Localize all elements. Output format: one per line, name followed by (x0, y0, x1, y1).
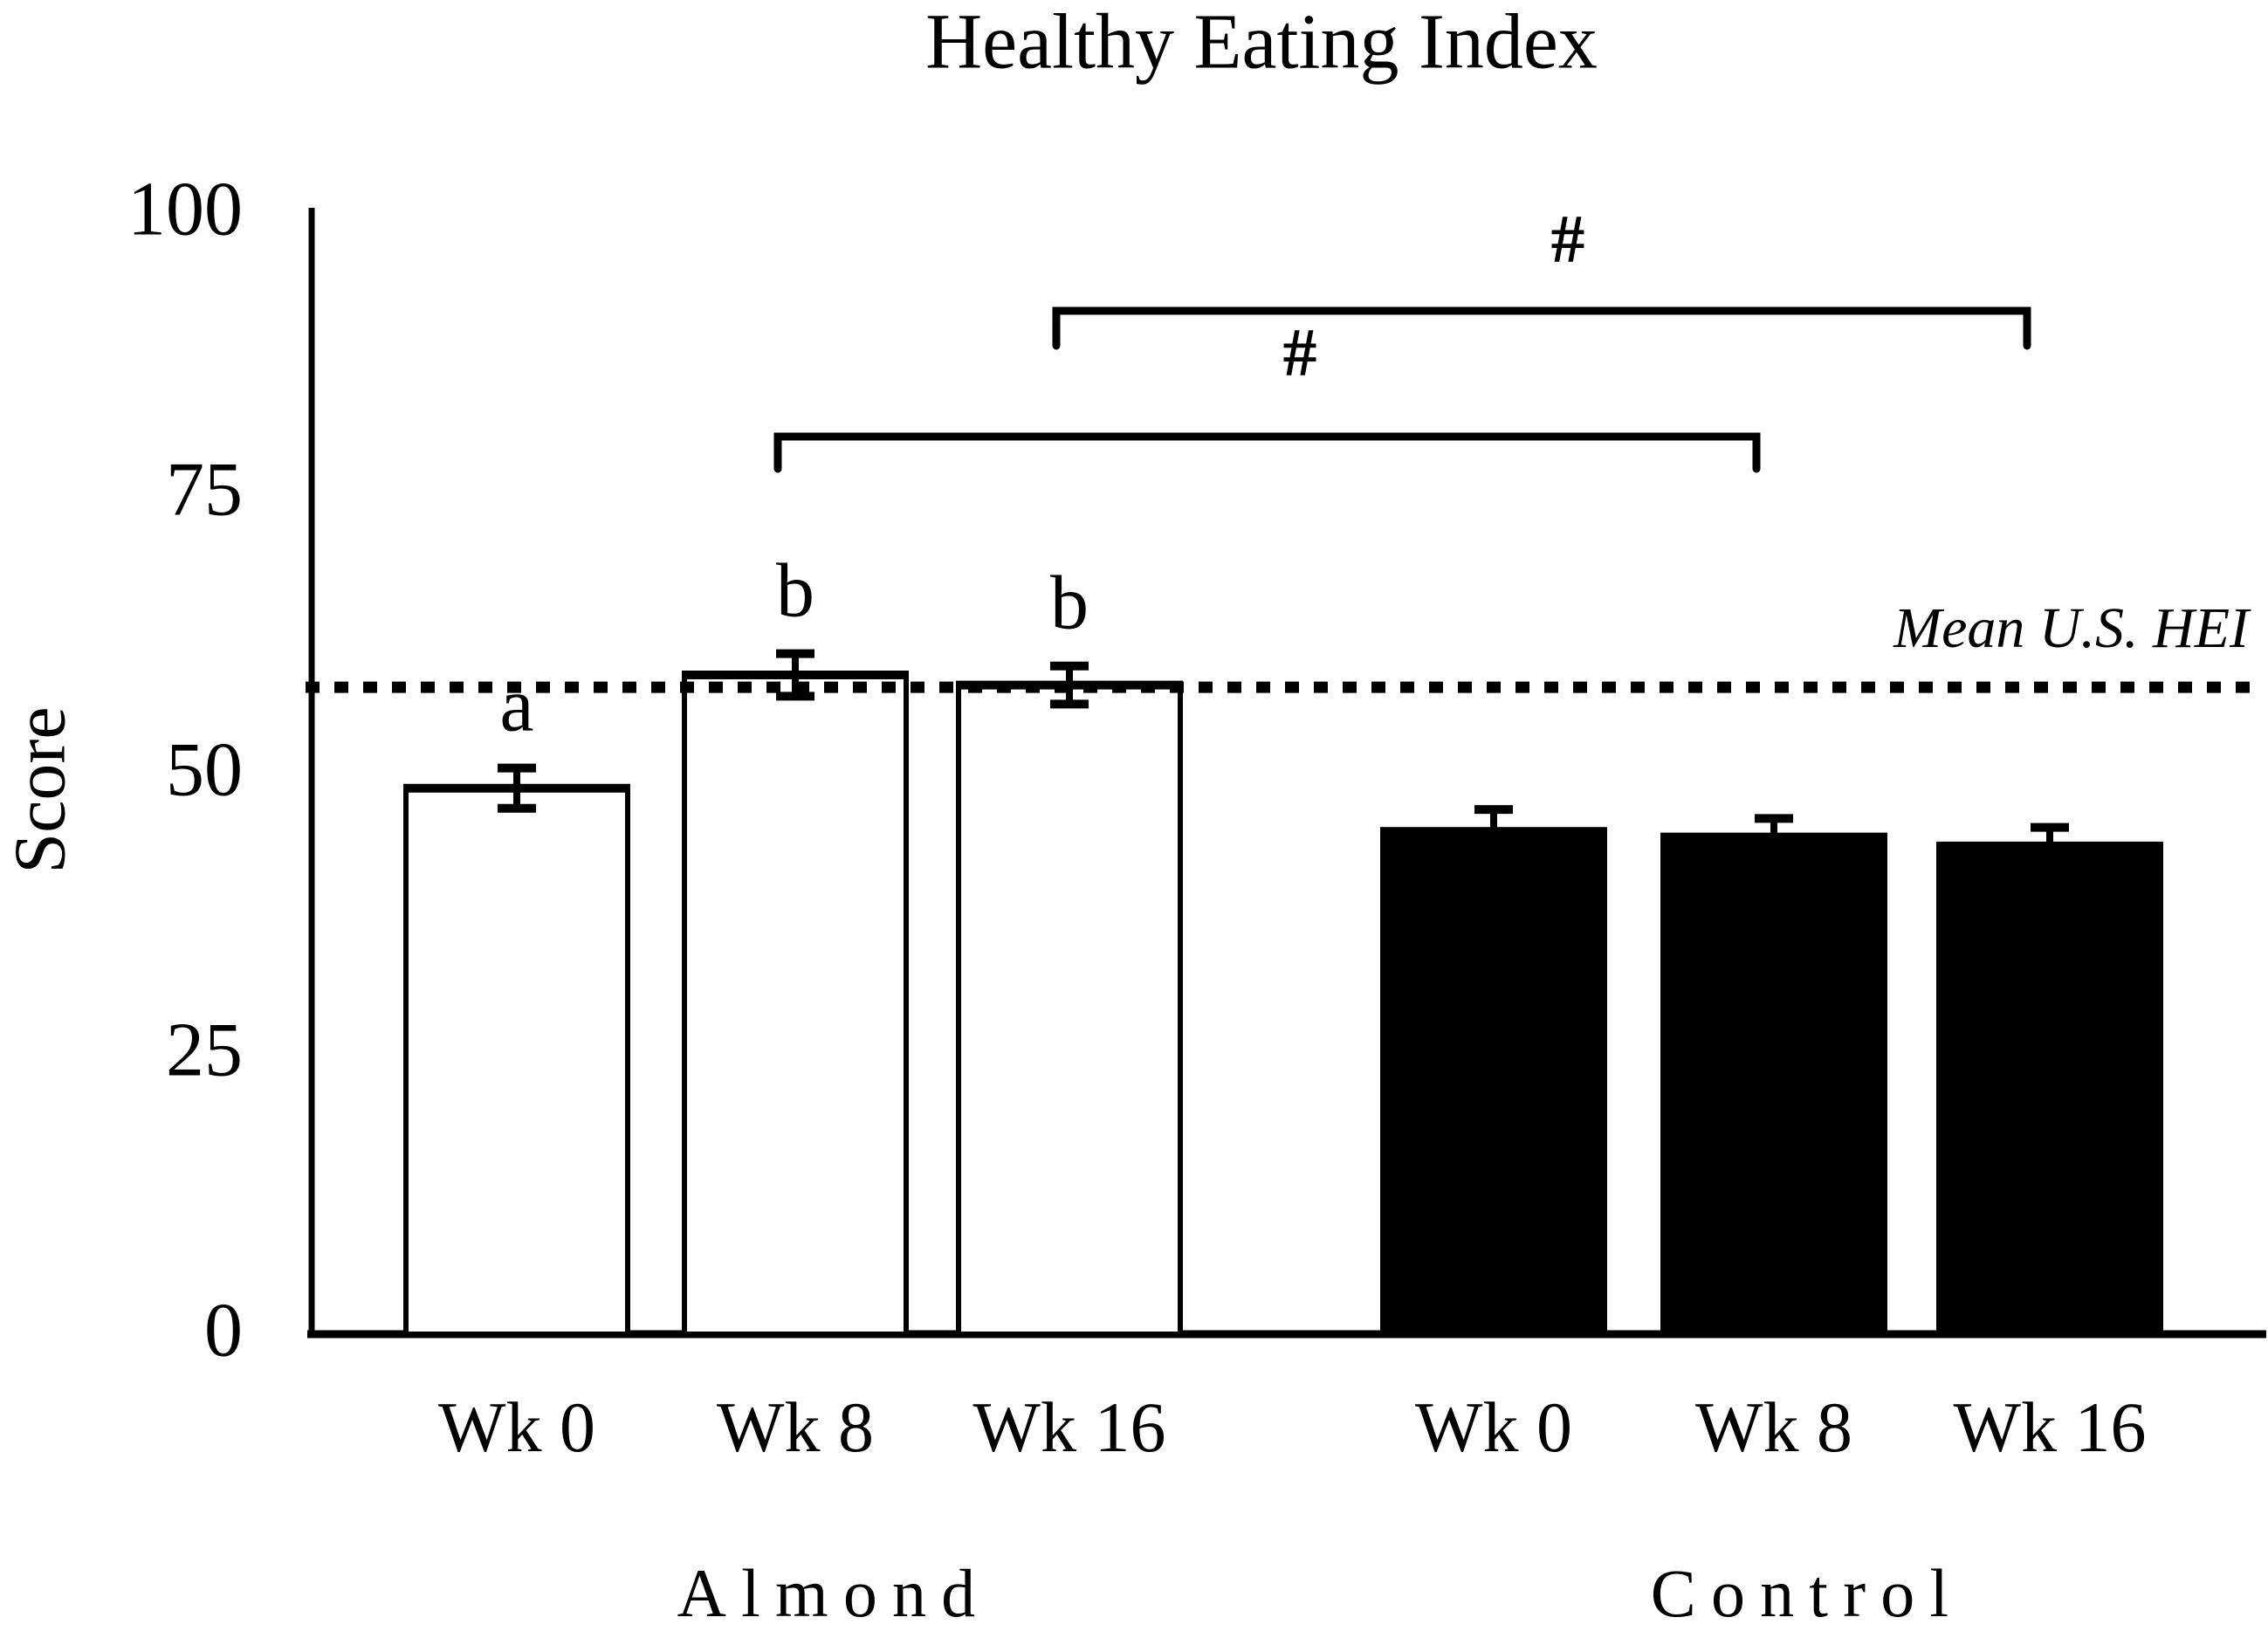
group-label-control: Control (1650, 1555, 1964, 1631)
bar-almond-wk-16 (956, 682, 1183, 1337)
sig-letter-almond-wk-16: b (1050, 561, 1089, 646)
significance-hash-1: # (1282, 314, 1317, 390)
x-tick-label-almond-wk-0: Wk 0 (438, 1387, 595, 1467)
y-tick-label-75: 75 (166, 447, 243, 533)
y-tick-label-50: 50 (166, 727, 243, 813)
x-tick-label-almond-wk-8: Wk 8 (717, 1387, 874, 1467)
bar-control-wk-16 (1936, 841, 2163, 1337)
chart-title: Healthy Eating Index (925, 0, 1598, 86)
significance-bracket-almond-wk-8-vs-control-wk-8 (773, 432, 1761, 473)
significance-bracket-almond-wk-16-vs-control-wk-16 (1052, 306, 2031, 350)
sig-letter-almond-wk-8: b (776, 548, 814, 634)
x-tick-label-control-wk-8: Wk 8 (1695, 1387, 1852, 1467)
bar-almond-wk-0 (403, 785, 630, 1337)
reference-line-label: Mean U.S. HEI (1893, 596, 2249, 660)
group-label-almond: Almond (677, 1555, 991, 1631)
significance-hash-2: # (1550, 201, 1585, 277)
bar-control-wk-8 (1660, 832, 1887, 1337)
bar-control-wk-0 (1380, 827, 1607, 1337)
bar-almond-wk-8 (682, 672, 909, 1337)
y-tick-label-100: 100 (127, 167, 243, 252)
y-tick-label-0: 0 (204, 1288, 243, 1373)
y-tick-label-25: 25 (166, 1008, 243, 1093)
sig-letter-almond-wk-0: a (499, 663, 534, 748)
x-tick-label-control-wk-16: Wk 16 (1953, 1387, 2147, 1467)
x-tick-label-control-wk-0: Wk 0 (1415, 1387, 1572, 1467)
x-tick-label-almond-wk-16: Wk 16 (972, 1387, 1166, 1467)
